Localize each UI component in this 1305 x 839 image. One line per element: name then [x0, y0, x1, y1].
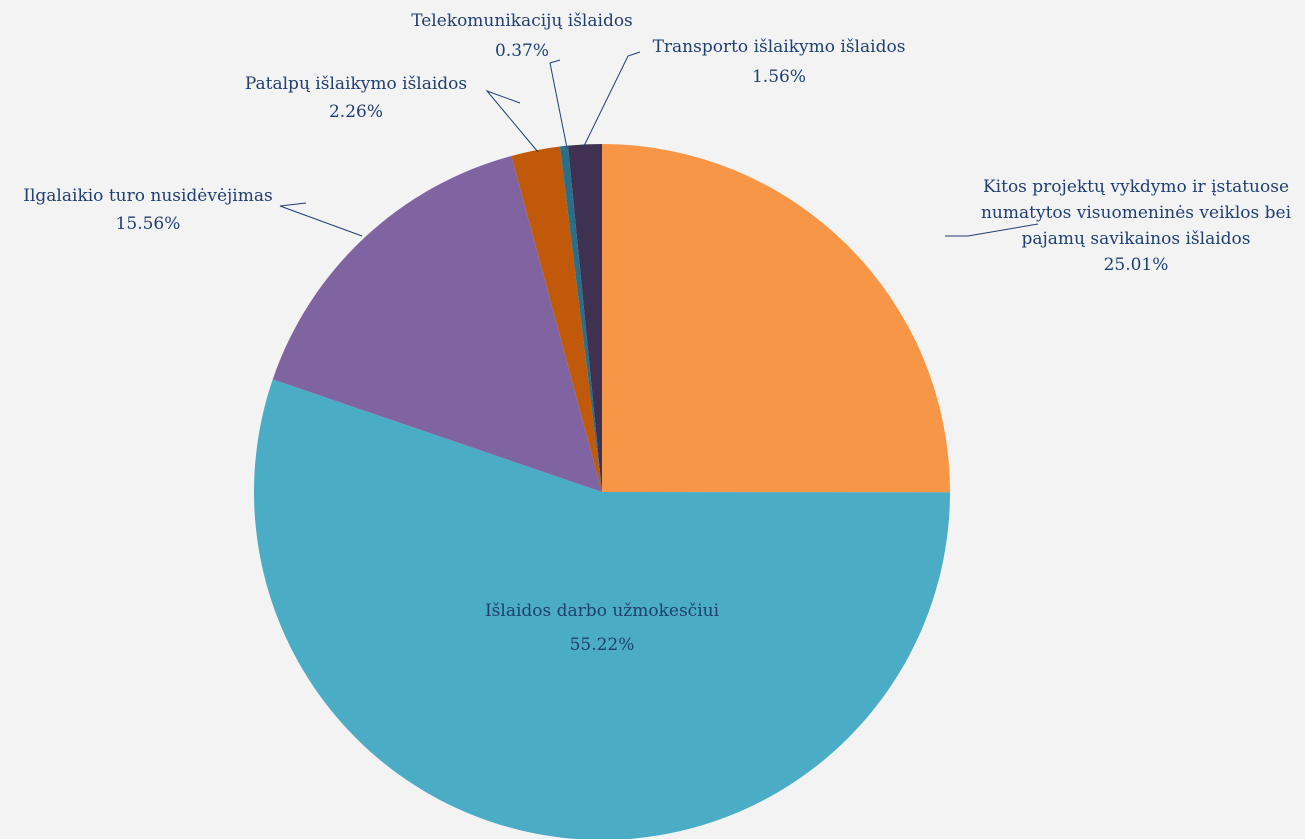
- leader-line-6: [583, 51, 641, 147]
- leader-lines: [279, 51, 1039, 237]
- pie-slice-2: [254, 379, 950, 839]
- pie-slices: [254, 144, 951, 839]
- slice-value-label-2: 55.22%: [570, 635, 635, 655]
- slice-category-label-1: pajamų savikainos išlaidos: [1022, 229, 1251, 249]
- slice-value-label-3: 15.56%: [116, 214, 181, 234]
- slice-category-label-2: Išlaidos darbo užmokesčiui: [485, 601, 720, 621]
- slice-category-label-1: Kitos projektų vykdymo ir įstatuose: [983, 177, 1289, 197]
- pie-slice-1: [602, 144, 951, 493]
- slice-category-label-3: Ilgalaikio turo nusidėvėjimas: [23, 186, 272, 206]
- pie-slice-6: [567, 144, 602, 492]
- slice-category-label-1: numatytos visuomeninės veiklos bei: [981, 203, 1292, 223]
- pie-slice-5: [559, 145, 602, 493]
- slice-value-label-1: 25.01%: [1104, 255, 1169, 275]
- slice-labels: Kitos projektų vykdymo ir įstatuose numat…: [23, 11, 1291, 655]
- slice-category-label-4: Patalpų išlaikymo išlaidos: [245, 74, 467, 94]
- slice-value-label-5: 0.37%: [495, 41, 549, 61]
- pie-slice-3: [272, 155, 602, 493]
- slice-value-label-4: 2.26%: [329, 102, 383, 122]
- slice-category-label-6: Transporto išlaikymo išlaidos: [653, 37, 906, 57]
- slice-category-label-5: Telekomunikacijų išlaidos: [411, 11, 633, 31]
- leader-line-5: [549, 59, 568, 149]
- leader-line-1: [945, 223, 1039, 237]
- leader-line-3: [279, 202, 363, 237]
- slice-value-label-6: 1.56%: [752, 67, 806, 87]
- leader-line-4: [485, 89, 539, 153]
- pie-slice-4: [511, 146, 602, 492]
